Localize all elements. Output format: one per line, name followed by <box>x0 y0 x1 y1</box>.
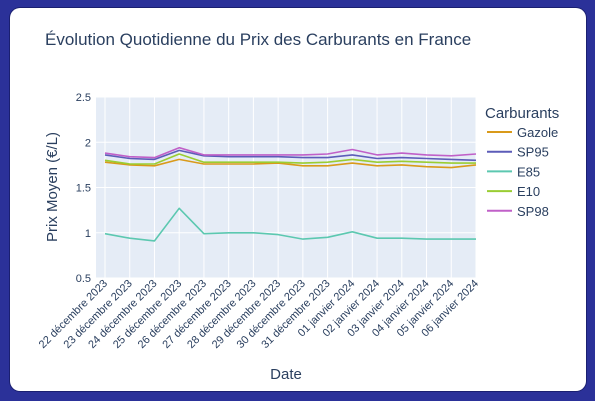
legend-label: E10 <box>517 184 540 199</box>
series-line-e10 <box>104 153 476 165</box>
legend-label: E85 <box>517 164 540 179</box>
y-tick-label: 1 <box>85 228 91 240</box>
legend-label: Gazole <box>517 125 558 140</box>
chart-title: Évolution Quotidienne du Prix des Carbur… <box>45 30 471 49</box>
line-chart: Évolution Quotidienne du Prix des Carbur… <box>37 30 559 383</box>
series-line-gazole <box>104 158 477 169</box>
legend-item-sp95[interactable]: SP95 <box>487 145 549 160</box>
legend-title: Carburants <box>485 105 559 122</box>
legend-label: SP98 <box>517 204 549 219</box>
legend: Carburants Gazole SP95 E85 E10 SP98 <box>485 105 559 219</box>
legend-label: SP95 <box>517 145 549 160</box>
series-lines <box>104 146 477 242</box>
series-line-e85 <box>104 207 476 242</box>
series-line-sp95 <box>104 149 477 162</box>
legend-item-e85[interactable]: E85 <box>487 164 540 179</box>
y-tick-label: 2 <box>85 137 91 149</box>
y-tick-label: 1.5 <box>76 183 91 195</box>
legend-item-gazole[interactable]: Gazole <box>487 125 558 140</box>
y-tick-label: 2.5 <box>76 92 91 104</box>
chart-card: Évolution Quotidienne du Prix des Carbur… <box>10 8 586 391</box>
x-axis-label: Date <box>270 366 302 383</box>
y-tick-label: 0.5 <box>76 273 91 285</box>
legend-item-sp98[interactable]: SP98 <box>487 204 549 219</box>
legend-item-e10[interactable]: E10 <box>487 184 540 199</box>
gridlines <box>96 96 477 279</box>
series-line-sp98 <box>104 146 477 159</box>
y-axis-label: Prix Moyen (€/L) <box>44 132 61 242</box>
y-axis-ticks: 0.5 1 1.5 2 2.5 <box>76 92 91 285</box>
